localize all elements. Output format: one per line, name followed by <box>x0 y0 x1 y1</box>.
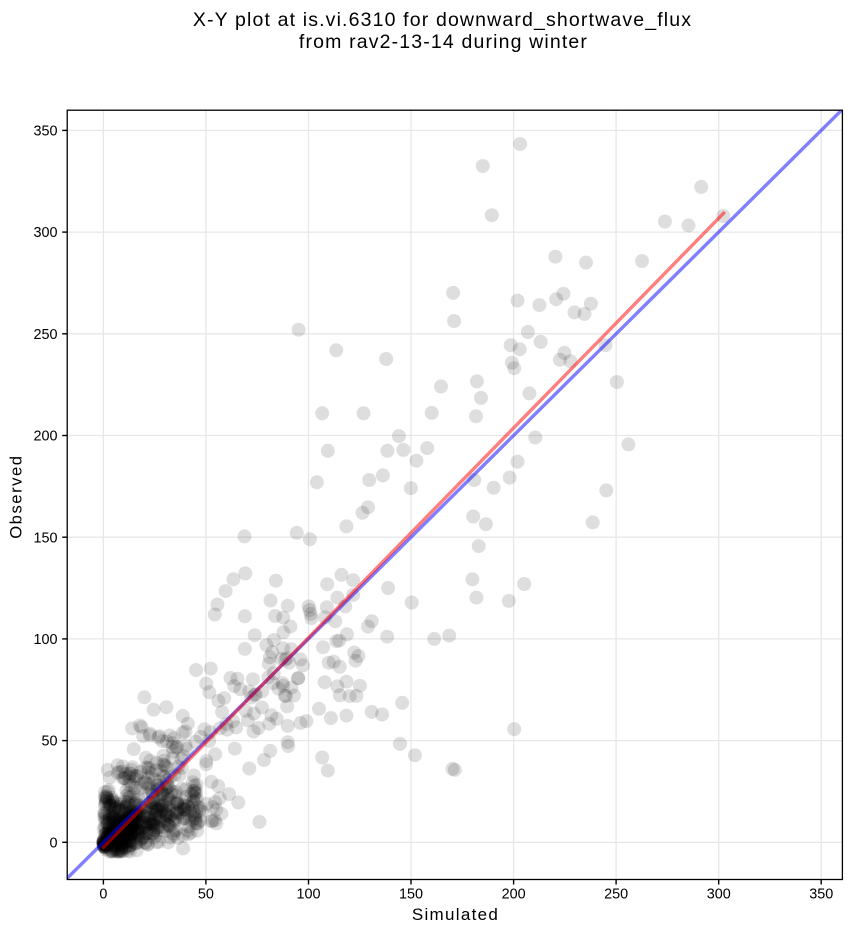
svg-text:100: 100 <box>296 887 320 903</box>
svg-text:350: 350 <box>809 887 833 903</box>
svg-text:300: 300 <box>33 225 57 241</box>
svg-text:300: 300 <box>707 887 731 903</box>
svg-text:200: 200 <box>33 429 57 445</box>
svg-text:50: 50 <box>198 887 214 903</box>
svg-text:0: 0 <box>49 835 57 851</box>
svg-text:250: 250 <box>604 887 628 903</box>
svg-text:150: 150 <box>399 887 423 903</box>
svg-text:from rav2-13-14 during winter: from rav2-13-14 during winter <box>299 31 588 53</box>
svg-text:250: 250 <box>33 327 57 343</box>
svg-text:100: 100 <box>33 632 57 648</box>
svg-text:150: 150 <box>33 530 57 546</box>
svg-text:200: 200 <box>502 887 526 903</box>
svg-text:Simulated: Simulated <box>412 905 499 924</box>
svg-text:50: 50 <box>41 734 57 750</box>
svg-text:0: 0 <box>99 887 107 903</box>
svg-text:Observed: Observed <box>7 454 26 538</box>
svg-text:X-Y plot at is.vi.6310 for dow: X-Y plot at is.vi.6310 for downward_shor… <box>193 9 692 31</box>
svg-text:350: 350 <box>33 124 57 140</box>
